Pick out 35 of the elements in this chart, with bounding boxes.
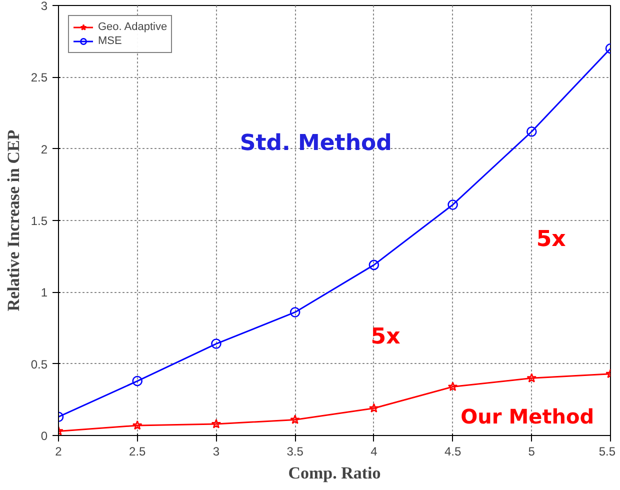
x-tick-label: 2 — [55, 444, 62, 458]
x-tick-label: 5.5 — [598, 444, 616, 458]
y-tick-label: 2 — [40, 142, 48, 156]
y-tick-label: 2.5 — [30, 70, 48, 85]
annotation: 5x — [370, 324, 400, 350]
point — [132, 376, 143, 386]
x-tick-label: 3.5 — [286, 444, 304, 458]
annotation: Our Method — [460, 404, 594, 428]
x-tick-label: 2.5 — [129, 444, 146, 458]
point — [368, 260, 380, 270]
point — [132, 420, 142, 430]
y-tick-label: 1 — [40, 286, 48, 300]
point — [211, 418, 222, 428]
legend-label: Geo. Adaptive — [98, 20, 168, 34]
y-tick-label: 0.5 — [30, 357, 48, 372]
point — [290, 307, 300, 318]
y-tick-label: 0 — [40, 429, 48, 443]
annotation: Std. Method — [240, 131, 392, 156]
point — [211, 338, 222, 349]
x-tick-label: 5 — [528, 444, 536, 458]
point — [448, 200, 458, 210]
x-tick-label: 3 — [212, 444, 220, 458]
y-tick-label: 3 — [40, 0, 48, 13]
point — [526, 126, 537, 137]
x-tick-label: 4.5 — [444, 444, 462, 458]
point — [448, 382, 458, 392]
point — [369, 403, 379, 413]
point — [290, 414, 300, 424]
annotation: 5x — [536, 227, 566, 252]
x-axis-title: Comp. Ratio — [288, 464, 381, 482]
y-axis-title: Relative Increase in CEP — [4, 130, 23, 312]
y-tick-label: 1.5 — [30, 214, 48, 228]
legend-label: MSE — [98, 34, 122, 48]
point — [526, 373, 537, 382]
x-tick-label: 4 — [370, 444, 378, 458]
